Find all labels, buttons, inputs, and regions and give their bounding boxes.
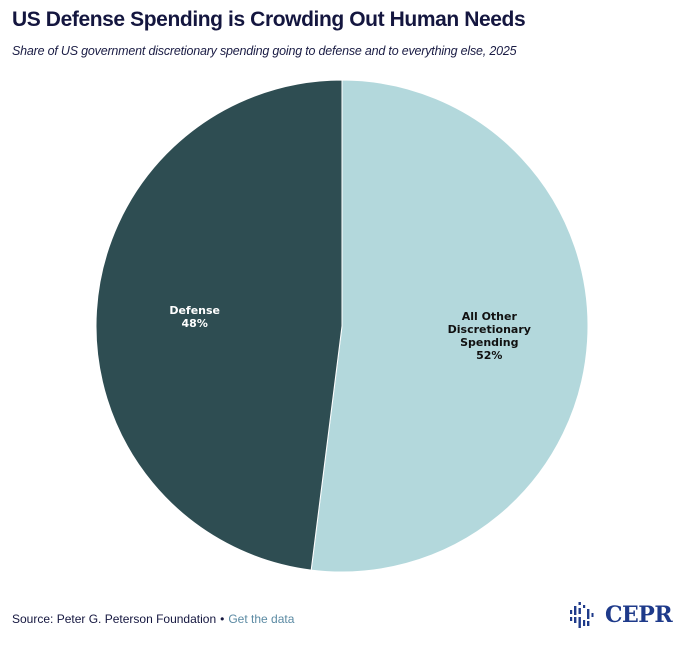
chart-title: US Defense Spending is Crowding Out Huma… xyxy=(12,8,526,31)
source-text: Source: Peter G. Peterson Foundation xyxy=(12,612,217,626)
slice-value-label: 52% xyxy=(476,349,502,362)
slice-label: All Other Discretionary Spending 52% xyxy=(448,310,531,362)
cepr-logo-text: CEPR xyxy=(605,602,673,628)
slice-name-label: Discretionary xyxy=(448,323,531,336)
pie-slice-all-other-discretionary-spending xyxy=(310,79,589,573)
cepr-logo-mark-icon xyxy=(570,602,594,628)
footer: Source: Peter G. Peterson Foundation • Get… xyxy=(12,612,294,626)
pie-labels: All Other Discretionary Spending 52% Defense… xyxy=(169,304,531,362)
footer-separator: • xyxy=(220,612,225,626)
slice-name-label: All Other xyxy=(462,310,518,323)
get-the-data-link[interactable]: Get the data xyxy=(228,612,295,626)
slice-name-label: Defense xyxy=(169,304,220,317)
pie-slices xyxy=(95,79,589,573)
cepr-logo[interactable]: CEPR xyxy=(568,600,673,630)
chart-subtitle: Share of US government discretionary spe… xyxy=(12,44,517,58)
pie-slice-defense xyxy=(95,79,343,571)
slice-value-label: 48% xyxy=(182,317,208,330)
slice-label: Defense 48% xyxy=(169,304,220,330)
slice-name-label: Spending xyxy=(460,336,518,349)
